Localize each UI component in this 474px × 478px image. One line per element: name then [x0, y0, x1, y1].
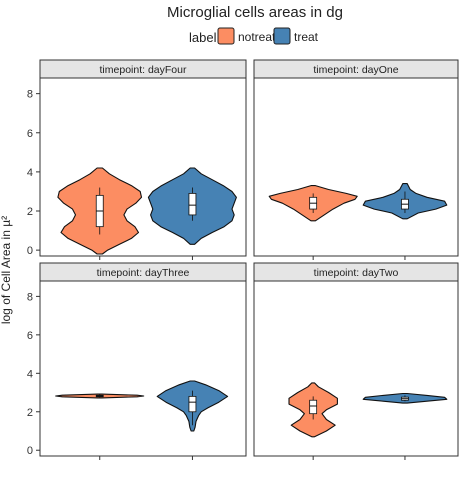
facet-strip-label: timepoint: dayTwo [314, 267, 399, 279]
y-tick-label: 8 [27, 291, 33, 303]
y-tick-label: 2 [27, 407, 33, 419]
facet-strip-label: timepoint: dayFour [100, 64, 187, 76]
y-tick-label: 2 [27, 206, 33, 218]
facet-strip-label: timepoint: dayOne [313, 64, 398, 76]
legend: label notreat treat [189, 27, 319, 45]
panel-dayTwo: timepoint: dayTwo [253, 262, 459, 460]
y-tick-label: 8 [27, 89, 33, 101]
y-tick-label: 0 [27, 445, 33, 457]
y-tick-label: 4 [27, 167, 33, 179]
y-tick-label: 0 [27, 245, 33, 257]
box-iqr [309, 399, 318, 415]
legend-label-notreat: notreat [238, 30, 276, 44]
chart-title: Microglial cells areas in dg [167, 4, 343, 21]
panel-dayThree: timepoint: dayThree 0 2 4 6 8 [27, 262, 247, 460]
panel-frame [39, 280, 247, 457]
y-tick-label: 6 [27, 128, 33, 140]
panel-frame [253, 280, 459, 457]
box-iqr [188, 193, 197, 216]
facet-strip-label: timepoint: dayThree [97, 267, 190, 279]
panel-dayOne: timepoint: dayOne [253, 59, 459, 260]
y-tick-label: 6 [27, 330, 33, 342]
y-axis-title: log of Cell Area in µ² [0, 216, 13, 324]
y-tick-label: 4 [27, 368, 33, 380]
legend-label-treat: treat [294, 30, 319, 44]
legend-key-notreat [217, 27, 235, 45]
legend-title: label [189, 30, 217, 45]
box-iqr [188, 395, 197, 413]
panels: timepoint: dayFour 0 2 4 6 8 timepoint: dayOne… [27, 59, 459, 460]
legend-key-treat [273, 27, 291, 45]
panel-frame [253, 77, 459, 257]
panel-dayFour: timepoint: dayFour 0 2 4 6 8 [27, 59, 247, 260]
